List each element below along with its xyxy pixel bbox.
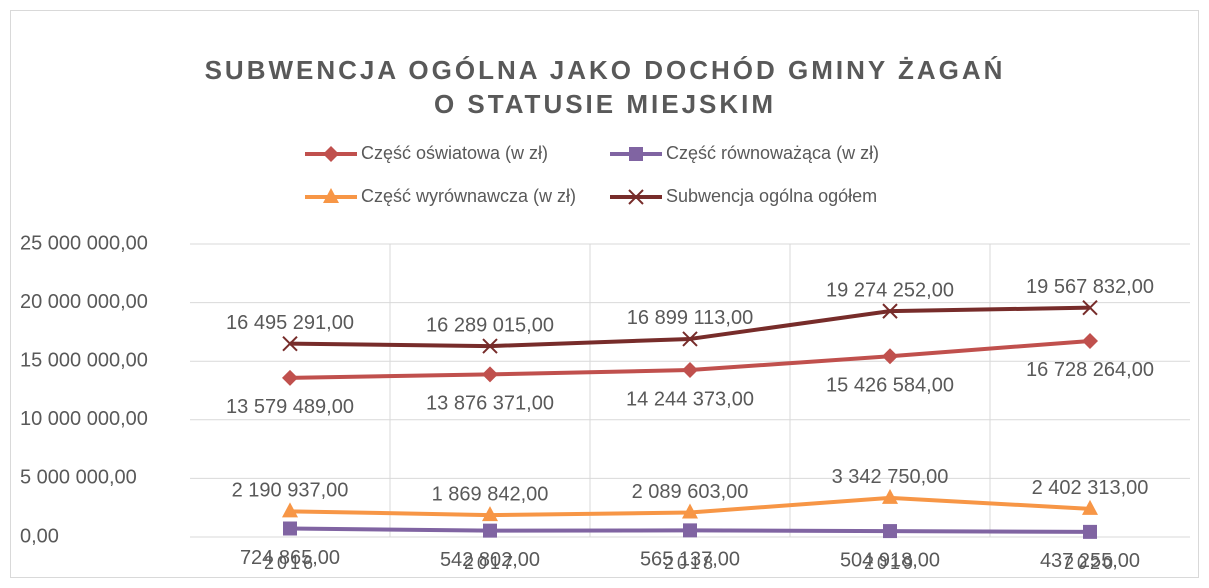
data-label: 16 289 015,00 [426, 314, 554, 336]
marker [683, 523, 697, 538]
y-tick-label: 15 000 000,00 [20, 349, 148, 371]
legend-item: Część równoważąca (w zł) [610, 143, 879, 163]
x-tick-label: 2016 [264, 553, 316, 573]
data-label: 13 876 371,00 [426, 393, 554, 415]
marker [1082, 499, 1098, 515]
marker [629, 147, 643, 161]
data-label: 2 402 313,00 [1032, 477, 1149, 499]
data-label: 16 899 113,00 [627, 307, 753, 329]
data-label: 2 190 937,00 [232, 480, 349, 502]
data-label: 16 495 291,00 [226, 312, 354, 334]
marker [282, 335, 298, 352]
legend-item: Część oświatowa (w zł) [305, 143, 548, 163]
chart-title: O STATUSIE MIEJSKIM [434, 89, 776, 119]
data-label: 565 137,00 [640, 549, 740, 571]
legend-item: Część wyrównawcza (w zł) [305, 186, 576, 206]
x-tick-label: 2019 [864, 553, 916, 573]
legend-label: Część oświatowa (w zł) [361, 143, 548, 163]
data-label: 437 255,00 [1040, 550, 1140, 572]
chart-title: SUBWENCJA OGÓLNA JAKO DOCHÓD GMINY ŻAGAŃ [205, 55, 1006, 85]
marker [1082, 299, 1098, 316]
data-label: 3 342 750,00 [832, 466, 949, 488]
data-label: 19 567 832,00 [1026, 276, 1154, 298]
y-tick-label: 10 000 000,00 [20, 408, 148, 430]
y-tick-label: 0,00 [20, 525, 59, 547]
legend-label: Część równoważąca (w zł) [666, 143, 879, 163]
legend-label: Subwencja ogólna ogółem [666, 186, 877, 206]
marker [882, 348, 898, 365]
y-tick-label: 20 000 000,00 [20, 291, 148, 313]
legend-item: Subwencja ogólna ogółem [610, 186, 877, 206]
data-label: 15 426 584,00 [826, 374, 954, 396]
data-label: 724 865,00 [240, 547, 340, 569]
marker [1082, 332, 1098, 349]
data-label: 1 869 842,00 [432, 483, 549, 505]
data-label: 16 728 264,00 [1026, 359, 1154, 381]
y-tick-label: 25 000 000,00 [20, 232, 148, 254]
marker [283, 521, 297, 536]
marker [883, 524, 897, 539]
x-tick-label: 2020 [1064, 553, 1116, 573]
x-tick-label: 2017 [464, 553, 516, 573]
y-tick-label: 5 000 000,00 [20, 467, 137, 489]
data-label: 13 579 489,00 [226, 396, 354, 418]
marker [682, 503, 698, 519]
data-label: 504 918,00 [840, 549, 940, 571]
marker [1083, 524, 1097, 539]
x-tick-label: 2018 [664, 553, 716, 573]
marker [882, 488, 898, 504]
marker [323, 146, 339, 162]
marker [628, 189, 644, 205]
marker [282, 502, 298, 518]
data-label: 542 802,00 [440, 549, 540, 571]
legend-label: Część wyrównawcza (w zł) [361, 186, 576, 206]
marker [323, 188, 339, 203]
marker [482, 338, 498, 354]
marker [483, 523, 497, 538]
marker [682, 331, 698, 347]
chart-frame [10, 10, 1199, 578]
data-label: 2 089 603,00 [632, 481, 749, 503]
marker [482, 366, 498, 383]
marker [282, 369, 298, 386]
data-label: 19 274 252,00 [826, 279, 954, 301]
marker [882, 303, 898, 319]
data-label: 14 244 373,00 [626, 388, 754, 410]
marker [682, 362, 698, 379]
marker [482, 506, 498, 522]
